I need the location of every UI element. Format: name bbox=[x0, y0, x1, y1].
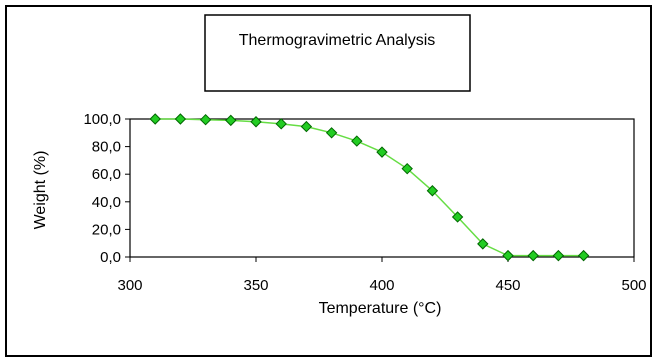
y-tick-label: 40,0 bbox=[92, 194, 121, 211]
data-point-marker bbox=[250, 116, 262, 128]
y-axis: 0,0 20,0 40,0 60,0 80,0 100,0 bbox=[83, 111, 130, 266]
series-markers bbox=[149, 113, 590, 262]
y-tick-label: 100,0 bbox=[83, 111, 121, 128]
data-point-marker bbox=[401, 162, 413, 175]
data-point-marker bbox=[225, 114, 237, 127]
data-point-marker bbox=[426, 185, 439, 197]
x-tick-label: 500 bbox=[621, 277, 646, 294]
data-point-marker bbox=[502, 249, 514, 262]
chart-title: Thermogravimetric Analysis bbox=[239, 32, 436, 49]
data-point-marker bbox=[351, 135, 363, 147]
data-point-marker bbox=[199, 113, 212, 126]
data-point-marker bbox=[477, 238, 489, 250]
chart-title-box bbox=[204, 14, 471, 92]
y-tick-label: 0,0 bbox=[100, 249, 121, 266]
data-point-marker bbox=[376, 146, 388, 158]
x-tick-label: 300 bbox=[117, 277, 142, 294]
data-point-marker bbox=[149, 113, 161, 125]
data-point-marker bbox=[527, 249, 539, 262]
data-point-marker bbox=[577, 249, 590, 262]
data-point-marker bbox=[275, 118, 287, 130]
x-axis-title: Temperature (°C) bbox=[319, 300, 442, 317]
x-tick-label: 400 bbox=[369, 277, 394, 294]
data-point-marker bbox=[300, 120, 313, 133]
y-tick-label: 20,0 bbox=[92, 221, 121, 238]
y-tick-label: 60,0 bbox=[92, 166, 121, 183]
x-tick-label: 350 bbox=[243, 277, 268, 294]
x-axis: 300 350 400 450 500 bbox=[117, 257, 647, 294]
plot-area bbox=[129, 118, 635, 258]
data-point-marker bbox=[552, 249, 565, 262]
data-point-marker bbox=[174, 113, 187, 125]
data-point-marker bbox=[451, 211, 464, 223]
x-tick-label: 450 bbox=[495, 277, 520, 294]
data-point-marker bbox=[325, 127, 338, 139]
y-axis-title: Weight (%) bbox=[32, 151, 49, 230]
y-tick-label: 80,0 bbox=[92, 139, 121, 156]
